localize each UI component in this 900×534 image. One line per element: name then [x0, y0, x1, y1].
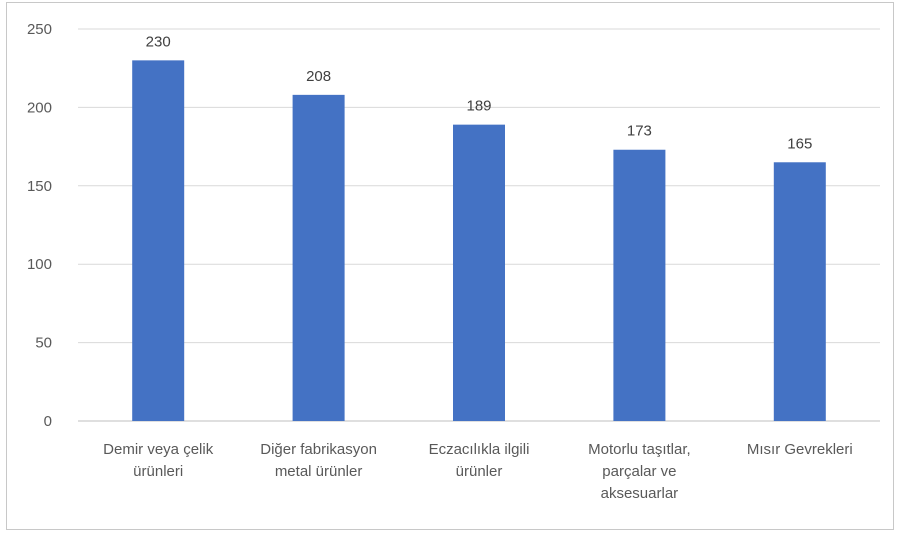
y-tick-label: 150 — [27, 178, 52, 195]
x-tick-label-line: ürünler — [456, 463, 503, 480]
bar — [613, 149, 666, 421]
x-tick-label: Eczacılıkla ilgili ürünler — [429, 441, 530, 480]
x-tick-label-line: Demir veya çelik — [103, 441, 214, 458]
bar — [453, 124, 505, 421]
x-tick-label: Diğer fabrikasyon metal ürünler — [260, 441, 377, 480]
x-tick-label-line: Mısır Gevrekleri — [747, 441, 853, 458]
data-label: 230 — [146, 33, 171, 50]
x-tick-label-line: Eczacılıkla ilgili — [429, 441, 530, 458]
x-tick-label: Demir veya çelik ürünleri — [103, 441, 214, 480]
data-label: 189 — [466, 98, 491, 115]
x-tick-label-line: aksesuarlar — [601, 485, 679, 502]
x-tick-label-line: parçalar ve — [602, 463, 676, 480]
y-tick-label: 250 — [27, 21, 52, 38]
data-label: 173 — [627, 123, 652, 140]
x-tick-label-line: metal ürünler — [275, 463, 363, 480]
x-tick-label: Motorlu taşıtlar, parçalar ve aksesuarlar — [588, 441, 691, 502]
bar — [132, 60, 185, 422]
y-tick-label: 200 — [27, 99, 52, 116]
bar — [292, 94, 345, 421]
data-label: 208 — [306, 68, 331, 85]
x-tick-label-line: Motorlu taşıtlar, — [588, 441, 691, 458]
data-label: 165 — [787, 135, 812, 152]
x-tick-label: Mısır Gevrekleri — [747, 441, 853, 458]
y-tick-label: 100 — [27, 256, 52, 273]
x-tick-label-line: Diğer fabrikasyon — [260, 441, 377, 458]
bar — [773, 162, 826, 421]
y-tick-label: 0 — [44, 413, 52, 430]
x-tick-label-line: ürünleri — [133, 463, 183, 480]
y-tick-label: 50 — [35, 335, 52, 352]
